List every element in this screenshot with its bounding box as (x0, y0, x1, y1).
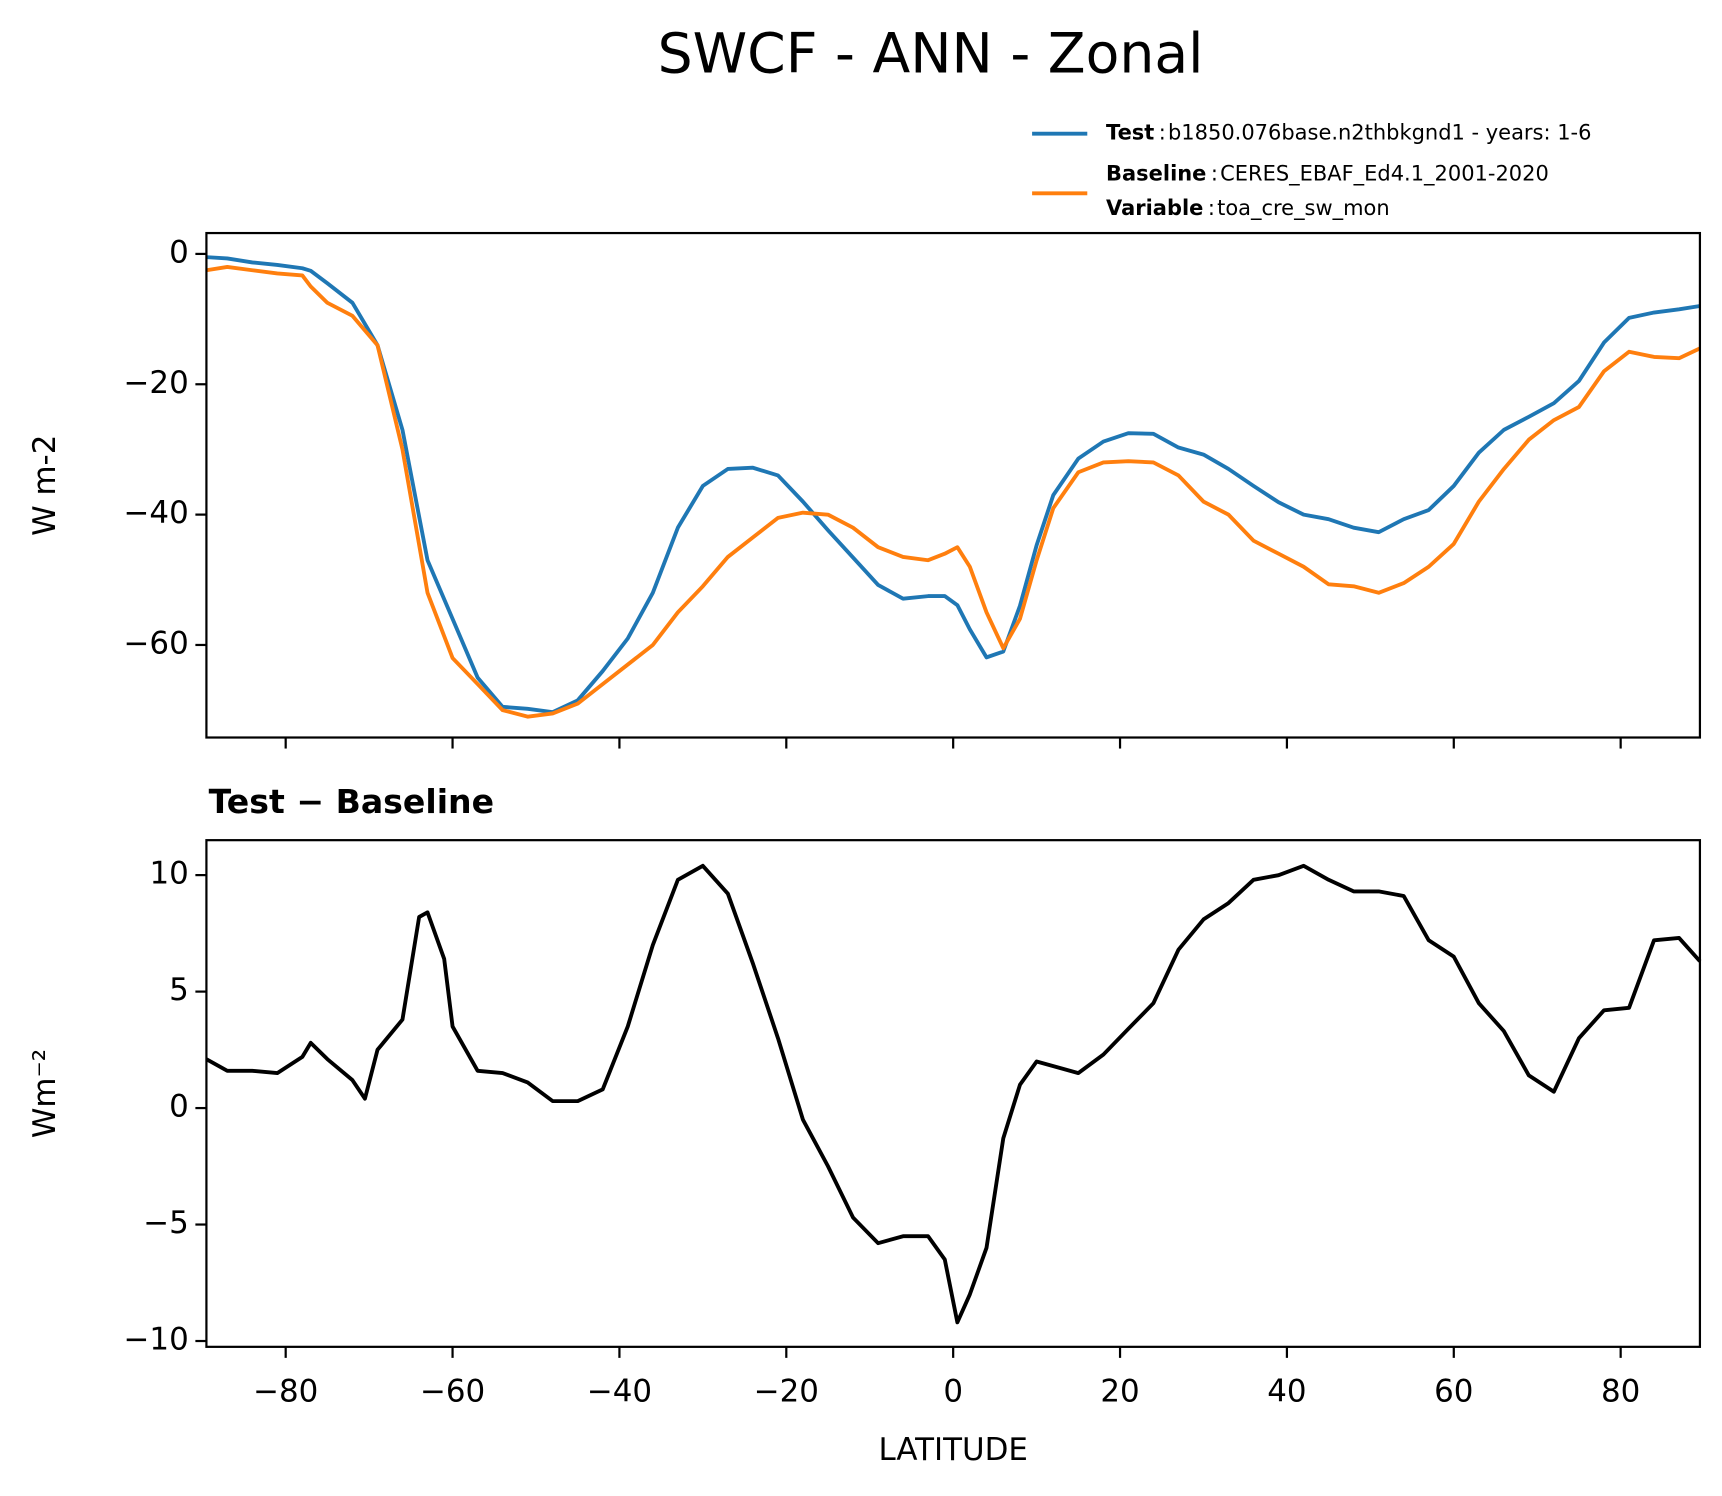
series-line (205, 863, 1702, 1325)
y-tick-label: 5 (169, 972, 189, 1008)
plot-frame (205, 839, 1702, 1348)
legend-entry: Test: b1850.076base.n2thbkgnd1 - years: 1… (1106, 121, 1591, 145)
x-tick-label: 40 (1267, 1374, 1306, 1410)
legend-entry: Variable: toa_cre_sw_mon (1106, 196, 1390, 221)
legend-description: b1850.076base.n2thbkgnd1 - years: 1-6 (1168, 121, 1591, 145)
subplot-title: Test − Baseline (209, 782, 494, 821)
y-tick-label: 0 (169, 1089, 189, 1125)
figure-title: SWCF - ANN - Zonal (658, 23, 1204, 87)
legend-description: toa_cre_sw_mon (1217, 196, 1390, 221)
x-tick-label: 60 (1434, 1374, 1473, 1410)
legend-separator: : (1208, 196, 1215, 220)
legend-separator: : (1211, 162, 1218, 186)
y-tick-label: 10 (149, 856, 188, 892)
legend-description: CERES_EBAF_Ed4.1_2001-2020 (1220, 162, 1549, 187)
series-line (206, 255, 1701, 715)
y-tick-label: −10 (124, 1322, 189, 1358)
y-tick-label: −60 (124, 625, 189, 661)
legend-name: Baseline (1106, 162, 1206, 186)
y-tick-label: −40 (124, 495, 189, 531)
x-tick-label: −80 (253, 1374, 318, 1410)
x-tick-label: −20 (754, 1374, 819, 1410)
x-tick-label: 80 (1601, 1374, 1640, 1410)
y-tick-label: −5 (143, 1205, 189, 1241)
legend-name: Variable (1106, 196, 1203, 220)
x-tick-label: 0 (943, 1374, 963, 1410)
x-tick-label: −60 (420, 1374, 485, 1410)
y-axis-label: Wm⁻² (27, 1049, 63, 1138)
y-axis-label: W m-2 (27, 435, 63, 536)
y-tick-label: −20 (124, 365, 189, 401)
series-line (206, 265, 1701, 719)
legend-entry: Baseline: CERES_EBAF_Ed4.1_2001-2020 (1106, 162, 1549, 187)
plot-frame (205, 231, 1702, 739)
x-tick-label: 20 (1100, 1374, 1139, 1410)
y-tick-label: 0 (169, 234, 189, 270)
x-axis-label: LATITUDE (878, 1432, 1027, 1468)
legend-name: Test (1106, 121, 1154, 145)
x-tick-label: −40 (587, 1374, 652, 1410)
legend-separator: : (1159, 121, 1166, 145)
